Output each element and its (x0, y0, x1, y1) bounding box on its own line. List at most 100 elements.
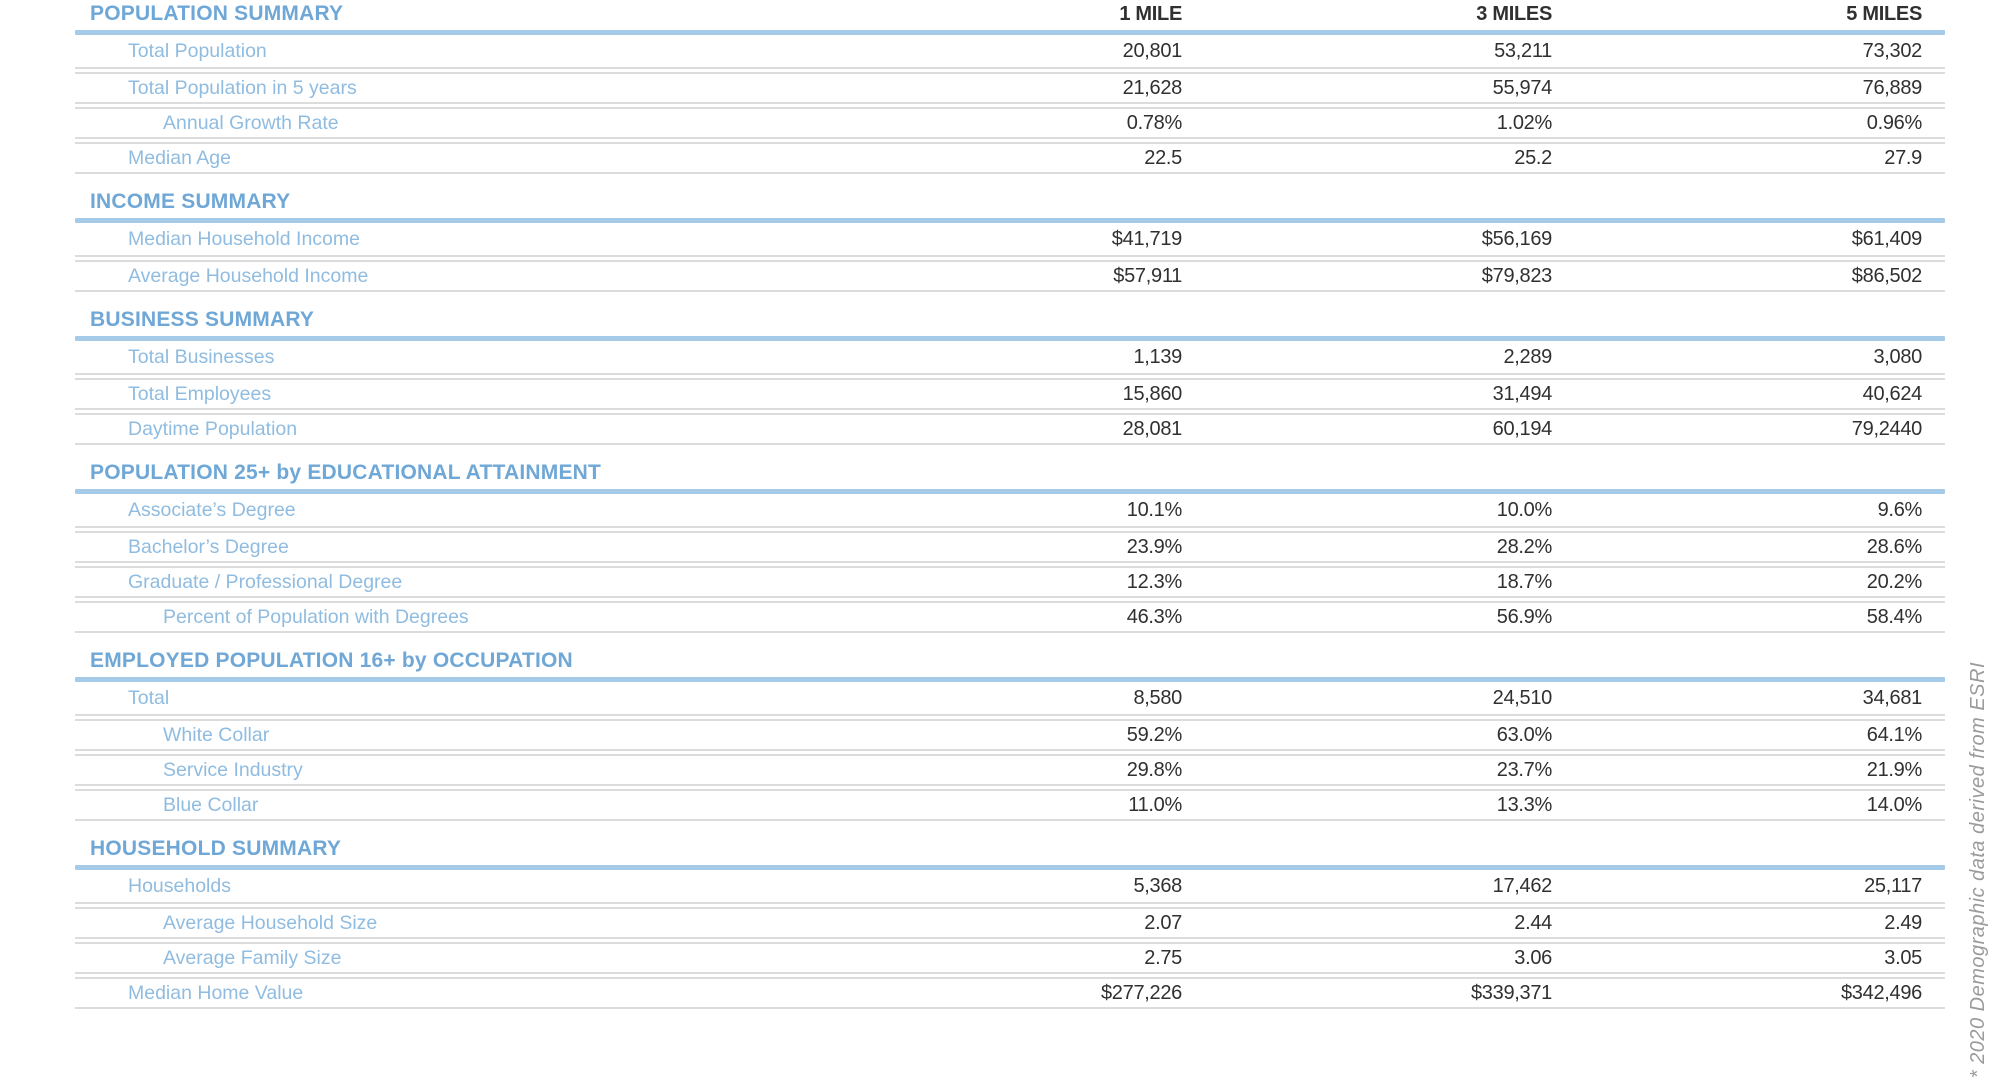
row-value: 20,801 (1122, 39, 1183, 62)
table-row: Daytime Population 28,081 60,194 79,2440 (75, 413, 1945, 445)
row-value: 2.75 (1144, 946, 1182, 969)
row-value: $339,371 (1470, 981, 1552, 1004)
row-value: 18.7% (1496, 570, 1553, 593)
table-row: Percent of Population with Degrees 46.3%… (75, 601, 1945, 633)
row-value: 21,628 (1122, 76, 1183, 99)
row-value: $342,496 (1840, 981, 1922, 1004)
row-value: $61,409 (1851, 227, 1923, 250)
section-title: EMPLOYED POPULATION 16+ by OCCUPATION (90, 649, 573, 672)
section-title: INCOME SUMMARY (90, 190, 291, 213)
row-value: $277,226 (1100, 981, 1182, 1004)
row-value: 3.05 (1884, 946, 1922, 969)
row-value: 3,080 (1873, 345, 1922, 368)
section-header: HOUSEHOLD SUMMARY (75, 821, 1945, 865)
row-value: 1,139 (1133, 345, 1182, 368)
section-title: POPULATION 25+ by EDUCATIONAL ATTAINMENT (90, 461, 602, 484)
row-label: Total Businesses (128, 345, 275, 368)
row-label: Average Family Size (163, 946, 342, 969)
row-value: 10.0% (1496, 498, 1553, 521)
row-label: Blue Collar (163, 793, 259, 816)
column-header-1mile: 1 MILE (1119, 3, 1182, 25)
row-value: $86,502 (1851, 264, 1923, 287)
row-label: Annual Growth Rate (163, 111, 339, 134)
row-label: Associate’s Degree (128, 498, 296, 521)
section-header: BUSINESS SUMMARY (75, 292, 1945, 336)
row-label: Median Age (128, 146, 231, 169)
table-row: Median Age 22.5 25.2 27.9 (75, 142, 1945, 174)
row-value: $57,911 (1113, 264, 1182, 287)
table-row: Total Population in 5 years 21,628 55,97… (75, 72, 1945, 104)
row-value: 55,974 (1492, 76, 1553, 99)
table-row: Median Household Income $41,719 $56,169 … (75, 223, 1945, 257)
row-value: 1.02% (1496, 111, 1553, 134)
section-income-summary: INCOME SUMMARY Median Household Income $… (75, 174, 1945, 292)
demographics-table: POPULATION SUMMARY 1 MILE 3 MILES 5 MILE… (75, 0, 1945, 1009)
row-value: $41,719 (1111, 227, 1183, 250)
row-value: 28.2% (1496, 535, 1553, 558)
row-label: Total (128, 686, 170, 709)
row-label: Average Household Income (128, 264, 369, 287)
row-value: 46.3% (1126, 605, 1183, 628)
row-label: Average Household Size (163, 911, 378, 934)
row-value: 20.2% (1866, 570, 1923, 593)
data-source-footnote: * 2020 Demographic data derived from ESR… (1967, 661, 1989, 1078)
section-divider (75, 218, 1945, 223)
section-business-summary: BUSINESS SUMMARY Total Businesses 1,139 … (75, 292, 1945, 445)
row-label: Households (128, 874, 231, 897)
row-value: 2,289 (1503, 345, 1552, 368)
row-value: 56.9% (1496, 605, 1553, 628)
row-value: $56,169 (1481, 227, 1553, 250)
section-header: POPULATION SUMMARY 1 MILE 3 MILES 5 MILE… (75, 0, 1945, 30)
section-divider (75, 489, 1945, 494)
row-value: 58.4% (1866, 605, 1923, 628)
table-row: Total Employees 15,860 31,494 40,624 (75, 378, 1945, 410)
row-value: 34,681 (1862, 686, 1923, 709)
row-value: 5,368 (1133, 874, 1182, 897)
row-value: 28.6% (1866, 535, 1923, 558)
row-value: 63.0% (1496, 723, 1553, 746)
table-row: Total Population 20,801 53,211 73,302 (75, 35, 1945, 69)
row-label: Median Home Value (128, 981, 304, 1004)
section-divider (75, 30, 1945, 35)
row-value: 11.0% (1128, 793, 1182, 816)
section-header: EMPLOYED POPULATION 16+ by OCCUPATION (75, 633, 1945, 677)
row-value: 31,494 (1492, 382, 1553, 405)
section-header: POPULATION 25+ by EDUCATIONAL ATTAINMENT (75, 445, 1945, 489)
section-occupation: EMPLOYED POPULATION 16+ by OCCUPATION To… (75, 633, 1945, 821)
row-label: Service Industry (163, 758, 303, 781)
row-value: 9.6% (1877, 498, 1923, 521)
table-row: Average Family Size 2.75 3.06 3.05 (75, 942, 1945, 974)
row-value: 3.06 (1514, 946, 1552, 969)
row-value: 24,510 (1492, 686, 1553, 709)
row-value: 79,2440 (1851, 417, 1923, 440)
table-row: Graduate / Professional Degree 12.3% 18.… (75, 566, 1945, 598)
table-row: White Collar 59.2% 63.0% 64.1% (75, 719, 1945, 751)
row-value: 64.1% (1866, 723, 1923, 746)
row-label: Total Population (128, 39, 267, 62)
row-value: 10.1% (1126, 498, 1183, 521)
row-value: 28,081 (1122, 417, 1183, 440)
table-row: Average Household Income $57,911 $79,823… (75, 260, 1945, 292)
row-value: 25.2 (1514, 146, 1552, 169)
section-household-summary: HOUSEHOLD SUMMARY Households 5,368 17,46… (75, 821, 1945, 1009)
row-value: $79,823 (1481, 264, 1553, 287)
column-header-5miles: 5 MILES (1846, 3, 1922, 25)
row-value: 0.96% (1866, 111, 1923, 134)
row-value: 25,117 (1864, 874, 1922, 897)
row-value: 17,462 (1492, 874, 1553, 897)
section-title: BUSINESS SUMMARY (90, 308, 315, 331)
column-header-3miles: 3 MILES (1476, 3, 1552, 25)
row-value: 40,624 (1862, 382, 1923, 405)
row-value: 2.49 (1884, 911, 1922, 934)
row-value: 12.3% (1126, 570, 1183, 593)
row-value: 2.44 (1514, 911, 1552, 934)
section-header: INCOME SUMMARY (75, 174, 1945, 218)
table-row: Associate’s Degree 10.1% 10.0% 9.6% (75, 494, 1945, 528)
section-title: HOUSEHOLD SUMMARY (90, 837, 342, 860)
row-value: 21.9% (1866, 758, 1923, 781)
row-label: Graduate / Professional Degree (128, 570, 403, 593)
row-value: 73,302 (1862, 39, 1923, 62)
table-row: Median Home Value $277,226 $339,371 $342… (75, 977, 1945, 1009)
section-divider (75, 677, 1945, 682)
row-value: 14.0% (1866, 793, 1923, 816)
